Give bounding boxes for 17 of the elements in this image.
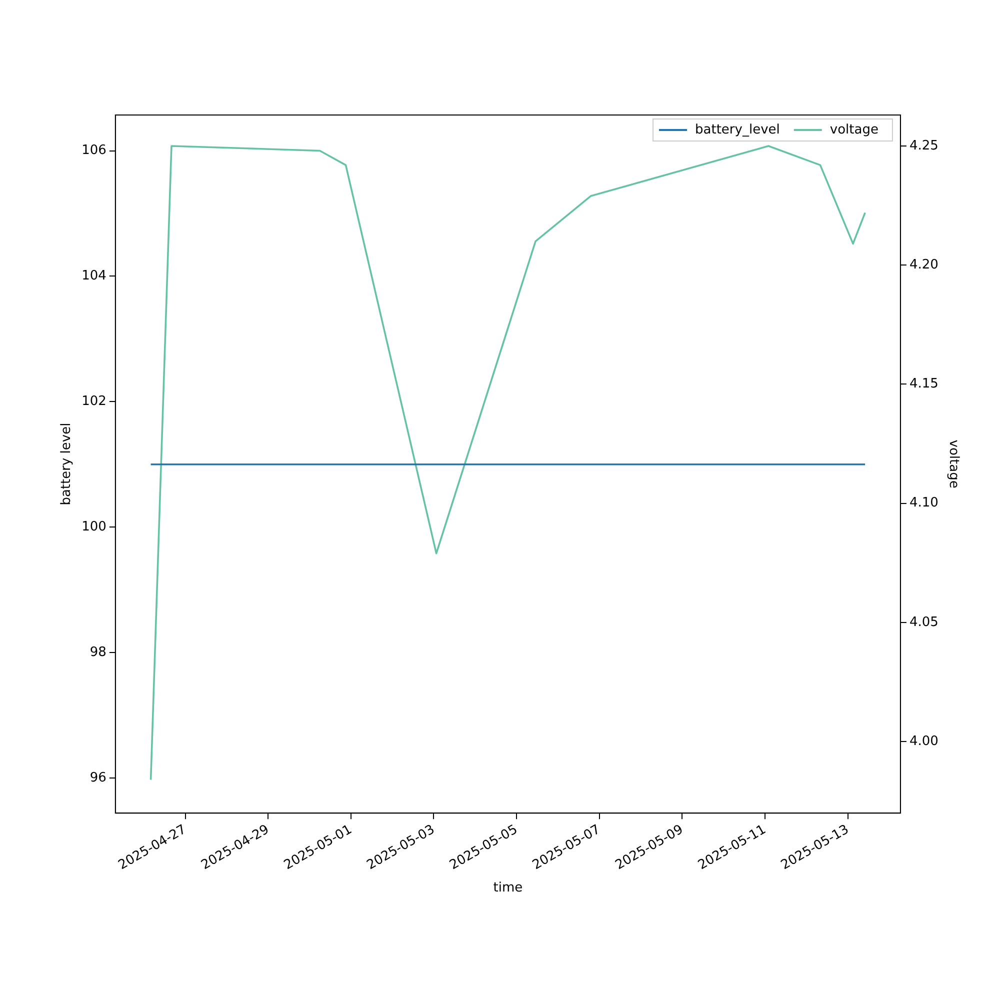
y-tick-label: 98 [90, 644, 106, 660]
y-axis-title: battery level [59, 422, 74, 506]
x-axis-title: time [493, 880, 523, 896]
legend-label: battery_level [695, 122, 780, 138]
y-tick-label: 106 [82, 143, 106, 158]
y-tick-label: 96 [90, 770, 106, 786]
y2-tick-label: 4.10 [909, 496, 938, 511]
y2-tick-label: 4.00 [909, 734, 938, 750]
y-tick-label: 104 [82, 268, 106, 284]
y2-tick-label: 4.15 [909, 376, 938, 392]
y2-tick-label: 4.20 [909, 257, 938, 272]
y2-tick-label: 4.25 [909, 138, 938, 154]
y-tick-label: 100 [82, 519, 106, 534]
y2-tick-label: 4.05 [909, 614, 938, 630]
y2-axis-title: voltage [946, 440, 961, 488]
legend-label: voltage [830, 122, 878, 138]
y-tick-label: 102 [82, 394, 106, 410]
